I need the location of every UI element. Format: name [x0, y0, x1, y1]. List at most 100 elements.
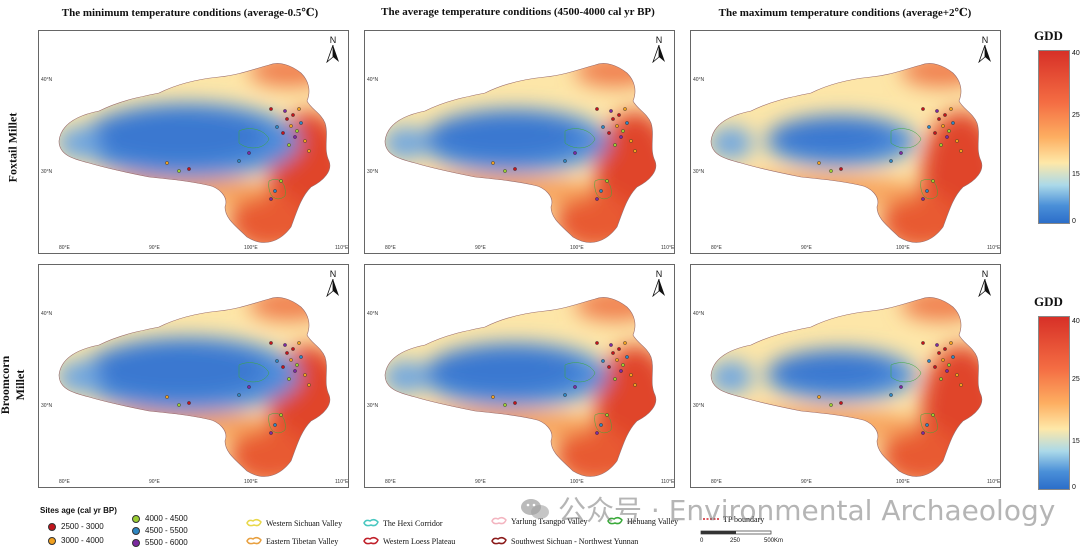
row-label-foxtail: Foxtail Millet [5, 112, 20, 183]
latitude-tick: 30°N [41, 169, 53, 175]
site-marker [939, 143, 943, 147]
longitude-tick: 90°E [149, 479, 160, 485]
legend-age-label: 4000 - 4500 [145, 514, 188, 523]
site-marker [279, 179, 283, 183]
north-label: N [329, 35, 337, 45]
site-marker [303, 373, 307, 377]
site-marker [925, 189, 929, 193]
latitude-tick: 40°N [367, 311, 379, 317]
map-panel: 80°E 90°E 100°E 110°E 40°N 30°N N [364, 30, 675, 254]
colorbar-label-1500: 1500 [1072, 171, 1080, 178]
site-marker [931, 179, 935, 183]
site-marker [595, 341, 599, 345]
site-marker [609, 109, 613, 113]
gdd-map [384, 297, 657, 477]
colorbar-label-4000: 4000 [1072, 50, 1080, 57]
site-marker [629, 373, 633, 377]
region-outline-icon [246, 536, 262, 545]
colorbar-gradient [1038, 50, 1070, 224]
site-marker [513, 167, 517, 171]
site-marker [941, 358, 945, 362]
site-marker [617, 113, 621, 117]
site-marker [295, 129, 299, 133]
site-marker [281, 131, 285, 135]
site-marker [817, 395, 821, 399]
longitude-tick: 110°E [987, 479, 1001, 485]
site-marker [595, 431, 599, 435]
site-marker [921, 107, 925, 111]
site-marker [945, 135, 949, 139]
site-marker [839, 401, 843, 405]
legend-region-label: Western Loess Plateau [383, 536, 456, 546]
north-label: N [655, 269, 663, 279]
north-arrow-icon: N [976, 35, 994, 65]
legend-region-label: Hehuang Valley [627, 516, 679, 526]
site-marker [959, 149, 963, 153]
site-marker [921, 341, 925, 345]
gdd-map [710, 297, 983, 477]
north-arrow-icon: N [324, 269, 342, 299]
legend-region-label: TP boundary [723, 514, 765, 524]
region-outline-icon [491, 516, 507, 525]
site-marker [615, 358, 619, 362]
site-marker [303, 139, 307, 143]
site-marker [611, 117, 615, 121]
column-title-max: The maximum temperature conditions (aver… [718, 7, 972, 19]
site-marker [599, 423, 603, 427]
map-panel: 80°E 90°E 100°E 110°E 40°N 30°N N [690, 30, 1001, 254]
site-marker [943, 113, 947, 117]
site-marker [947, 129, 951, 133]
site-marker [299, 355, 303, 359]
longitude-tick: 100°E [570, 245, 584, 251]
site-dot-icon [48, 522, 56, 531]
gdd-map [58, 63, 331, 243]
latitude-tick: 40°N [367, 77, 379, 83]
site-marker [273, 189, 277, 193]
site-marker [289, 358, 293, 362]
legend-region-item: Southwest Sichuan - Northwest Yunnan [490, 536, 638, 546]
site-marker [949, 107, 953, 111]
colorbar-label-1500: 1500 [1072, 438, 1080, 445]
latitude-tick: 30°N [693, 403, 705, 409]
legend-region-label: The Hexi Corridor [383, 518, 443, 528]
site-marker [605, 179, 609, 183]
site-marker [595, 107, 599, 111]
column-title-avg: The average temperature conditions (4500… [381, 6, 655, 18]
latitude-tick: 30°N [693, 169, 705, 175]
site-dot-icon [132, 514, 140, 523]
watermark: 公众号 · Environmental Archaeology [520, 489, 1055, 529]
legend-region-label: Southwest Sichuan - Northwest Yunnan [511, 536, 639, 546]
map-panel: 80°E 90°E 100°E 110°E 40°N 30°N N [690, 264, 1001, 488]
site-marker [295, 363, 299, 367]
colorbar-gradient [1038, 316, 1070, 490]
site-marker [503, 403, 507, 407]
site-marker [625, 121, 629, 125]
site-marker [595, 197, 599, 201]
legend-region-label: Western Sichuan Valley [266, 518, 343, 528]
gdd-map [58, 297, 331, 477]
site-marker [291, 347, 295, 351]
site-marker [937, 117, 941, 121]
site-marker [935, 343, 939, 347]
north-arrow-icon: N [324, 35, 342, 65]
site-marker [285, 351, 289, 355]
site-marker [629, 139, 633, 143]
site-marker [601, 359, 605, 363]
legend-age-label: 2500 - 3000 [61, 522, 104, 531]
site-marker [281, 365, 285, 369]
longitude-tick: 80°E [711, 479, 722, 485]
legend-region-item: Eastern Tibetan Valley [245, 536, 338, 546]
legend-age-item: 4000 - 4500 [132, 514, 188, 523]
site-marker [945, 369, 949, 373]
north-label: N [329, 269, 337, 279]
site-marker [563, 393, 567, 397]
legend-region-item: TP boundary [702, 514, 764, 524]
site-marker [625, 355, 629, 359]
scale-unit: Km [774, 538, 783, 544]
site-marker [491, 161, 495, 165]
site-marker [297, 107, 301, 111]
site-marker [829, 403, 833, 407]
site-marker [599, 189, 603, 193]
colorbar-label-2500: 2500 [1072, 376, 1080, 383]
site-marker [617, 347, 621, 351]
